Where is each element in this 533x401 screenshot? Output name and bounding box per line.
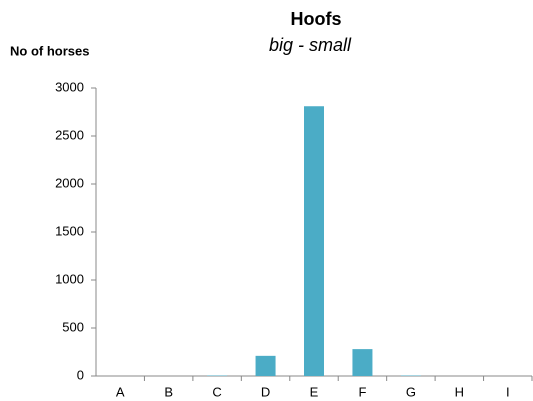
chart-title: Hoofs	[291, 9, 342, 29]
x-tick-label: E	[310, 384, 319, 399]
x-tick-label: B	[164, 384, 173, 399]
y-tick-label: 2000	[55, 175, 84, 190]
bar	[255, 355, 276, 376]
y-tick-label: 500	[62, 319, 84, 334]
bar	[304, 106, 324, 377]
y-axis-label: No of horses	[10, 43, 89, 58]
x-tick-label: F	[358, 384, 366, 399]
bar	[352, 349, 373, 376]
x-tick-label: A	[116, 384, 125, 399]
chart-subtitle: big - small	[269, 35, 352, 55]
x-tick-label: D	[261, 384, 270, 399]
x-tick-label: I	[506, 384, 510, 399]
y-tick-label: 3000	[55, 79, 84, 94]
y-tick-label: 2500	[55, 127, 84, 142]
y-tick-label: 1500	[55, 223, 84, 238]
x-tick-label: G	[406, 384, 416, 399]
y-tick-label: 1000	[55, 271, 84, 286]
x-tick-label: H	[455, 384, 464, 399]
x-tick-label: C	[212, 384, 221, 399]
y-tick-label: 0	[77, 367, 84, 382]
